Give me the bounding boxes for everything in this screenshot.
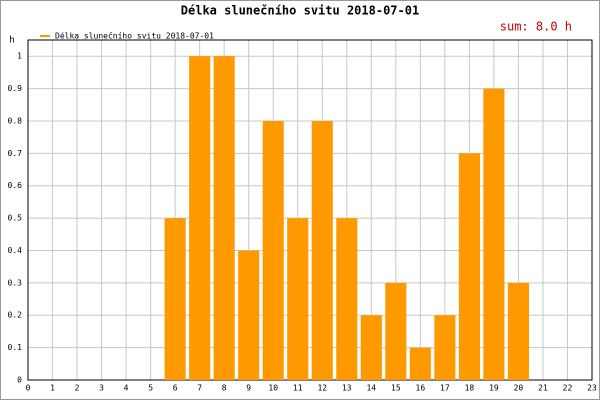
y-tick-label: 0.4 [8,246,23,255]
bar [336,218,358,380]
bar [360,315,382,380]
x-tick-label: 23 [587,384,597,393]
x-tick-label: 15 [391,384,401,393]
y-tick-label: 0.3 [8,278,23,287]
x-tick-label: 1 [50,384,55,393]
x-tick-label: 18 [465,384,475,393]
y-tick-label: 0.8 [8,116,23,125]
y-tick-label: 1 [17,52,22,61]
x-tick-label: 13 [342,384,352,393]
bar [287,218,309,380]
y-tick-label: 0.7 [8,149,23,158]
bar [311,120,333,380]
bar [164,218,186,380]
x-tick-label: 21 [538,384,548,393]
legend-label: Délka slunečního svitu 2018-07-01 [55,31,214,41]
x-tick-label: 5 [148,384,153,393]
x-tick-label: 20 [514,384,524,393]
y-axis-label: h [9,36,14,46]
x-tick-label: 22 [563,384,573,393]
y-tick-label: 0.1 [8,343,23,352]
sum-annotation: sum: 8.0 h [500,20,572,34]
x-tick-label: 11 [293,384,303,393]
x-tick-label: 9 [246,384,251,393]
x-tick-label: 10 [268,384,278,393]
x-tick-label: 6 [173,384,178,393]
x-tick-label: 0 [26,384,31,393]
bar [189,56,211,380]
x-tick-label: 19 [489,384,499,393]
x-tick-label: 14 [366,384,376,393]
y-tick-label: 0 [17,376,22,385]
x-tick-label: 16 [416,384,426,393]
y-tick-label: 0.6 [8,181,23,190]
bar [409,347,431,380]
y-tick-label: 0.5 [8,214,23,223]
x-tick-label: 17 [440,384,450,393]
bar [434,315,456,380]
bar [385,282,407,380]
bar [483,88,505,381]
x-tick-label: 3 [99,384,104,393]
bar [507,282,529,380]
x-tick-label: 7 [197,384,202,393]
bar [458,153,480,380]
chart-title: Délka slunečního svitu 2018-07-01 [181,4,419,18]
y-tick-label: 0.2 [8,311,23,320]
bar [262,120,284,380]
y-tick-label: 0.9 [8,84,23,93]
x-tick-label: 4 [124,384,129,393]
x-tick-label: 12 [317,384,327,393]
bar [238,250,260,380]
x-tick-label: 2 [75,384,80,393]
x-tick-label: 8 [222,384,227,393]
plot-border [27,39,593,381]
bar [213,56,235,380]
